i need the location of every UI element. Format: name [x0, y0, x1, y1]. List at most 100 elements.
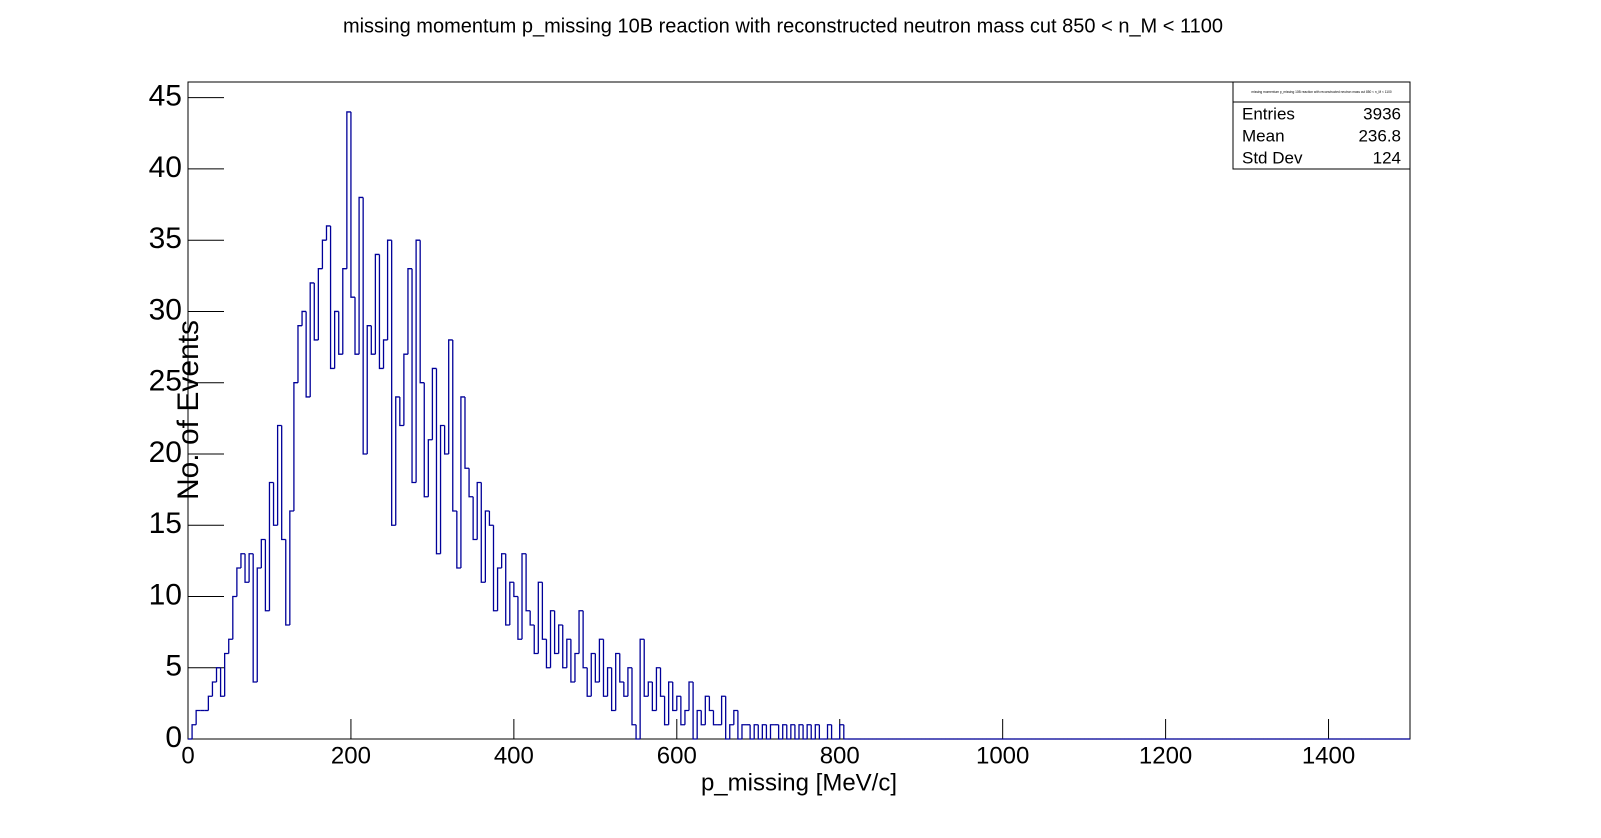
x-tick-label: 600: [657, 742, 697, 769]
histogram-bin: [676, 695, 681, 711]
histogram-bin: [517, 596, 523, 640]
histogram-bin: [460, 396, 465, 568]
histogram-bin: [586, 667, 592, 697]
histogram-bin: [700, 710, 706, 726]
histogram-bin: [358, 196, 364, 355]
histogram-bin: [317, 268, 323, 340]
histogram-bin: [293, 382, 298, 511]
histogram-bin: [566, 638, 571, 668]
histogram-bin: [553, 610, 559, 655]
histogram-bin: [219, 667, 225, 697]
histogram-bin: [765, 724, 771, 740]
histogram-bin: [399, 396, 404, 427]
histogram-bin: [505, 553, 510, 626]
histogram-bin: [431, 367, 437, 440]
histogram-bin: [594, 653, 600, 683]
histogram-bin: [309, 282, 315, 397]
histogram-bin: [623, 681, 628, 697]
y-tick-label: 20: [149, 436, 182, 469]
histogram-bin: [240, 553, 246, 568]
histogram-bin: [476, 481, 482, 540]
y-tick-label: 25: [149, 365, 182, 398]
histogram-bin: [733, 709, 738, 725]
histogram-bin: [549, 610, 555, 668]
histogram-bin: [769, 724, 775, 739]
histogram-bin: [818, 724, 824, 740]
y-tick-label: 5: [165, 650, 182, 683]
histogram-bin: [647, 681, 653, 697]
histogram-bin: [704, 695, 710, 725]
histogram-bin: [289, 510, 294, 625]
histogram-bin: [374, 253, 380, 355]
histogram-bin: [415, 239, 421, 483]
histogram-bin: [777, 724, 783, 740]
histogram-bin: [228, 638, 233, 654]
histogram-bin: [839, 724, 844, 739]
histogram-bin: [725, 696, 730, 740]
histogram-bin: [488, 510, 494, 526]
histogram-bin: [468, 468, 474, 498]
histogram-bin: [215, 667, 221, 682]
histogram-bin: [456, 510, 461, 569]
stats-label: Mean: [1242, 126, 1285, 145]
histogram-bin: [749, 724, 755, 740]
histogram-bin: [427, 439, 433, 497]
histogram-bin: [484, 510, 490, 583]
histogram-bin: [333, 310, 339, 369]
histogram-bin: [443, 425, 449, 455]
histogram-bin: [729, 724, 734, 739]
histogram-bin: [708, 696, 714, 712]
histogram-bin: [696, 709, 702, 739]
histogram-bin: [525, 553, 531, 612]
histogram-bin: [651, 681, 657, 712]
histogram-bin: [598, 638, 604, 682]
histogram-bin: [513, 582, 518, 598]
histogram-bin: [195, 709, 201, 725]
stats-value: 124: [1373, 148, 1401, 167]
histogram-bin: [570, 639, 575, 683]
histogram-bin: [264, 539, 270, 612]
histogram-bin: [810, 724, 816, 740]
histogram-bin: [305, 311, 311, 398]
histogram-bin: [635, 724, 641, 740]
histogram-bin: [500, 553, 506, 568]
histogram-bin: [830, 724, 836, 740]
histogram-bin: [419, 240, 425, 384]
histogram-bin: [338, 311, 343, 355]
histogram-bin: [207, 695, 213, 711]
histogram-bin: [541, 582, 547, 640]
y-tick-label: 40: [149, 151, 182, 184]
y-tick-label: 0: [165, 721, 182, 754]
histogram-bin: [533, 624, 539, 655]
histogram-bin: [692, 681, 698, 740]
histogram-bin: [403, 353, 408, 426]
x-axis-label: p_missing [MeV/c]: [701, 769, 897, 796]
histogram-bin: [350, 111, 356, 298]
histogram-bin: [782, 724, 787, 739]
stats-box: [1232, 81, 1411, 170]
histogram-bin: [391, 240, 396, 526]
stats-title: missing momentum p_missing 10B reaction …: [1251, 90, 1391, 94]
histogram-bin: [590, 652, 596, 697]
histogram-bin: [615, 652, 620, 711]
histogram-bin: [480, 482, 486, 583]
histogram-bin: [411, 268, 417, 484]
histogram-bin: [329, 225, 335, 370]
histogram-bin: [211, 681, 217, 697]
histogram-bin: [281, 425, 286, 541]
y-tick-label: 45: [149, 80, 182, 113]
histogram-bin: [761, 724, 767, 739]
y-tick-label: 35: [149, 222, 182, 255]
histogram-bin: [407, 268, 413, 355]
histogram-bin: [256, 567, 262, 682]
histogram-bin: [545, 639, 551, 669]
histogram-bin: [378, 254, 384, 370]
histogram-bin: [720, 695, 726, 725]
stats-label: Entries: [1242, 104, 1295, 123]
histogram-bin: [741, 724, 747, 739]
histogram-bin: [574, 652, 580, 682]
histogram-bin: [826, 724, 832, 739]
y-tick-label: 10: [149, 578, 182, 611]
histogram-bin: [232, 595, 237, 640]
